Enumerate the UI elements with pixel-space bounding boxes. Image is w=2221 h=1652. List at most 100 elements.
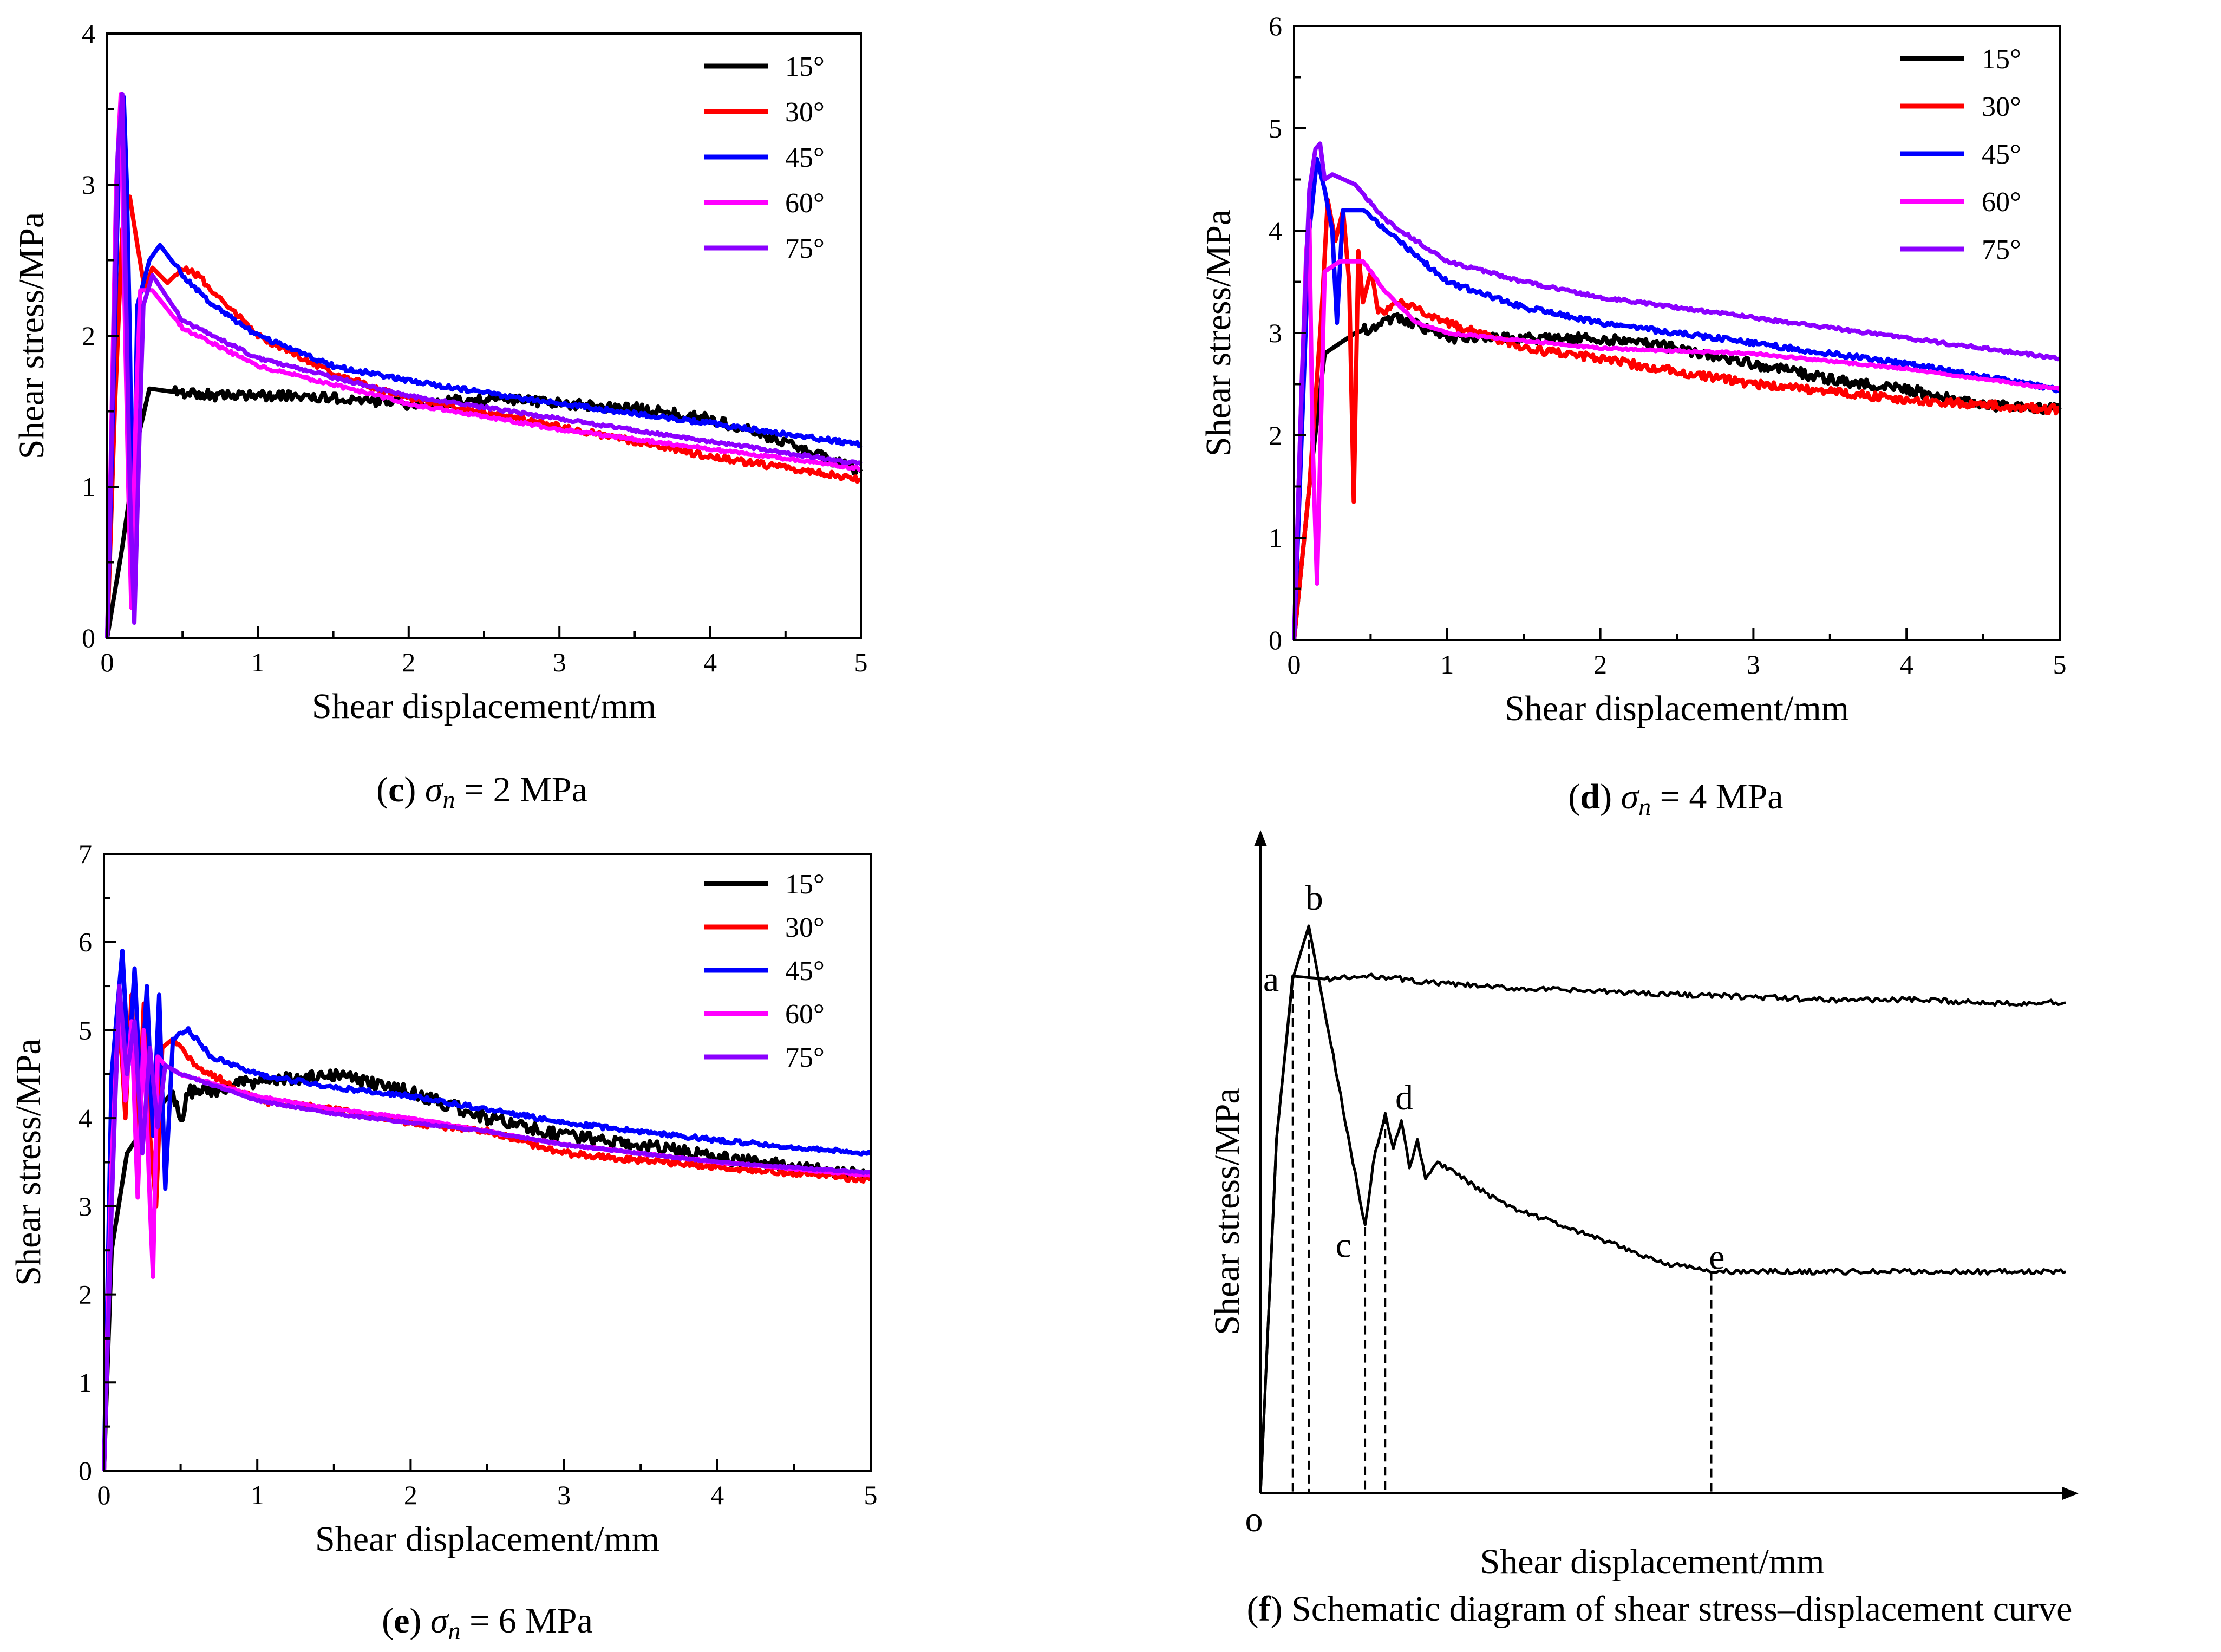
series-line-d-3	[1292, 218, 2061, 641]
x-axis-label-c: Shear displacement/mm	[312, 687, 656, 726]
caption-rest-c: = 2 MPa	[455, 770, 587, 809]
y-tick-label-e-5: 5	[79, 1015, 92, 1045]
series-line-e-4	[102, 984, 872, 1471]
x-tick-label-e-4: 4	[710, 1480, 724, 1510]
caption-open-f: (	[1247, 1589, 1259, 1629]
series-line-c-2	[105, 95, 863, 638]
caption-close-f: )	[1271, 1589, 1283, 1629]
schematic-curve-lower	[1259, 924, 2066, 1494]
y-axis-label-c: Shear stress/MPa	[12, 212, 51, 459]
chart-e: 0 1 2 3 4 5 0 1 2 3 4 5 6 7 Shear displacement/mm Shear…	[9, 839, 878, 1644]
x-tick-label-d-3: 3	[1747, 649, 1760, 680]
y-tick-label-c-0: 0	[82, 623, 95, 653]
series-line-c-3	[105, 92, 862, 638]
y-tick-label-d-3: 3	[1269, 318, 1282, 348]
y-tick-label-c-1: 1	[82, 472, 95, 502]
caption-sigma-d: σ	[1621, 777, 1640, 817]
point-label-a: a	[1263, 960, 1279, 1000]
plot-frame-c	[106, 32, 862, 639]
x-tick-label-d-1: 1	[1440, 649, 1454, 680]
x-axis-label-f: Shear displacement/mm	[1480, 1542, 1825, 1582]
x-tick-label-d-0: 0	[1288, 649, 1301, 680]
y-tick-label-e-1: 1	[79, 1367, 92, 1398]
y-tick-label-e-0: 0	[79, 1455, 92, 1486]
y-tick-label-e-2: 2	[79, 1279, 92, 1310]
x-tick-label-e-3: 3	[557, 1480, 571, 1510]
legend-label-e-3: 60°	[785, 999, 825, 1030]
caption-f: (f) Schematic diagram of shear stress–di…	[1247, 1589, 2073, 1629]
point-label-e: e	[1709, 1238, 1724, 1277]
y-tick-label-d-4: 4	[1269, 216, 1282, 246]
y-tick-label-e-7: 7	[79, 839, 92, 869]
y-tick-label-e-3: 3	[79, 1191, 92, 1222]
x-axis-arrow-f	[2062, 1487, 2079, 1500]
y-axis-label-f: Shear stress/MPa	[1207, 1088, 1247, 1335]
caption-space-c	[416, 770, 425, 809]
caption-rest-e: = 6 MPa	[460, 1601, 592, 1641]
point-label-c: c	[1336, 1226, 1351, 1265]
x-tick-label-c-3: 3	[553, 647, 566, 677]
caption-sigma-c: σ	[425, 770, 444, 809]
caption-d: (d) σn = 4 MPa	[1568, 777, 1783, 820]
caption-open-d: (	[1568, 777, 1580, 817]
caption-letter-e: e	[394, 1601, 409, 1641]
series-line-e-3	[102, 992, 871, 1471]
caption-close-e: )	[409, 1601, 421, 1641]
y-tick-label-c-3: 3	[82, 169, 95, 200]
x-tick-label-c-0: 0	[101, 647, 114, 677]
y-axis-label-e: Shear stress/MPa	[9, 1039, 48, 1285]
legend-label-d-3: 60°	[1982, 187, 2021, 218]
y-tick-label-d-0: 0	[1269, 625, 1282, 655]
caption-rest-f: Schematic diagram of shear stress–displa…	[1283, 1589, 2073, 1629]
x-tick-label-e-0: 0	[97, 1480, 111, 1510]
caption-space-d	[1612, 777, 1621, 817]
caption-open-c: (	[376, 770, 388, 809]
x-axis-label-e: Shear displacement/mm	[315, 1519, 659, 1559]
x-tick-label-c-2: 2	[402, 647, 415, 677]
x-tick-label-e-1: 1	[251, 1480, 264, 1510]
caption-sub-d: n	[1638, 793, 1651, 820]
y-tick-label-e-6: 6	[79, 927, 92, 957]
series-line-d-4	[1292, 141, 2061, 641]
caption-c: (c) σn = 2 MPa	[376, 770, 587, 813]
x-tick-label-e-2: 2	[404, 1480, 417, 1510]
caption-space-e	[421, 1601, 430, 1641]
caption-letter-d: d	[1580, 777, 1600, 817]
point-label-d: d	[1395, 1078, 1413, 1118]
legend-label-e-0: 15°	[785, 869, 825, 900]
x-axis-label-d: Shear displacement/mm	[1505, 689, 1849, 728]
series-line-d-1	[1292, 198, 2061, 641]
point-label-b: b	[1305, 878, 1323, 918]
chart-f-schematic: a b c d e o Shear displacement/mm Shear stress/…	[1207, 830, 2079, 1629]
legend-label-c-3: 60°	[785, 188, 825, 219]
y-tick-label-d-1: 1	[1269, 523, 1282, 553]
y-tick-label-c-2: 2	[82, 321, 95, 351]
legend-label-c-4: 75°	[785, 233, 825, 264]
caption-e: (e) σn = 6 MPa	[382, 1601, 593, 1644]
series-line-d-0	[1292, 312, 2062, 641]
chart-d: 0 1 2 3 4 5 0 1 2 3 4 5 6 Shear displacement/mm Shear …	[1199, 11, 2067, 820]
x-tick-label-d-5: 5	[2053, 649, 2067, 680]
y-tick-label-c-4: 4	[82, 18, 95, 49]
x-tick-label-d-2: 2	[1593, 649, 1607, 680]
series-line-c-1	[105, 194, 862, 638]
schematic-curve-upper	[1259, 972, 2066, 1494]
series-line-e-2	[102, 949, 872, 1471]
series-line-d-2	[1292, 156, 2061, 641]
y-axis-arrow-f	[1254, 830, 1267, 846]
origin-label-f: o	[1245, 1500, 1263, 1539]
series-line-c-4	[105, 92, 863, 638]
caption-letter-c: c	[388, 770, 404, 809]
y-axis-label-d: Shear stress/MPa	[1199, 210, 1238, 456]
x-tick-label-c-4: 4	[703, 647, 717, 677]
y-tick-label-e-4: 4	[79, 1103, 92, 1133]
legend-label-e-1: 30°	[785, 912, 825, 943]
x-tick-label-e-5: 5	[864, 1480, 878, 1510]
caption-sub-c: n	[442, 786, 455, 813]
legend-label-e-2: 45°	[785, 956, 825, 987]
caption-close-d: )	[1600, 777, 1612, 817]
y-tick-label-d-5: 5	[1269, 113, 1282, 143]
legend-label-d-1: 30°	[1982, 92, 2021, 122]
x-tick-label-c-1: 1	[251, 647, 265, 677]
